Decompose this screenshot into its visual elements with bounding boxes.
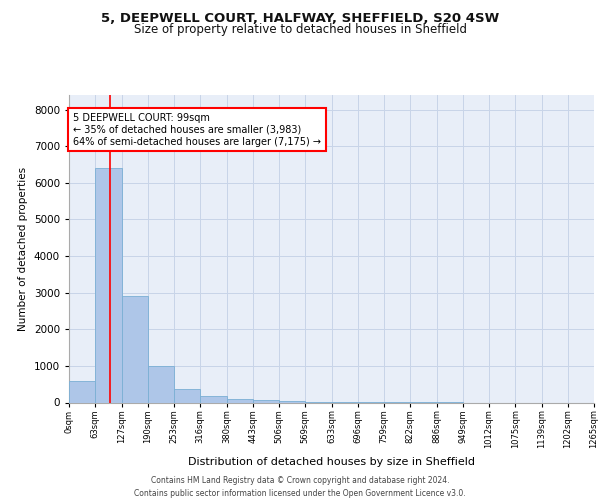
Text: 5, DEEPWELL COURT, HALFWAY, SHEFFIELD, S20 4SW: 5, DEEPWELL COURT, HALFWAY, SHEFFIELD, S… xyxy=(101,12,499,26)
Bar xyxy=(174,388,200,402)
Y-axis label: Number of detached properties: Number of detached properties xyxy=(18,166,28,331)
Bar xyxy=(122,296,148,403)
Bar xyxy=(200,396,227,402)
Bar xyxy=(253,400,279,402)
X-axis label: Distribution of detached houses by size in Sheffield: Distribution of detached houses by size … xyxy=(188,457,475,467)
Bar xyxy=(95,168,122,402)
Text: Contains HM Land Registry data © Crown copyright and database right 2024.
Contai: Contains HM Land Registry data © Crown c… xyxy=(134,476,466,498)
Bar xyxy=(148,366,174,403)
Text: 5 DEEPWELL COURT: 99sqm
← 35% of detached houses are smaller (3,983)
64% of semi: 5 DEEPWELL COURT: 99sqm ← 35% of detache… xyxy=(73,114,321,146)
Text: Size of property relative to detached houses in Sheffield: Size of property relative to detached ho… xyxy=(133,22,467,36)
Bar xyxy=(227,399,253,402)
Bar xyxy=(69,380,95,402)
